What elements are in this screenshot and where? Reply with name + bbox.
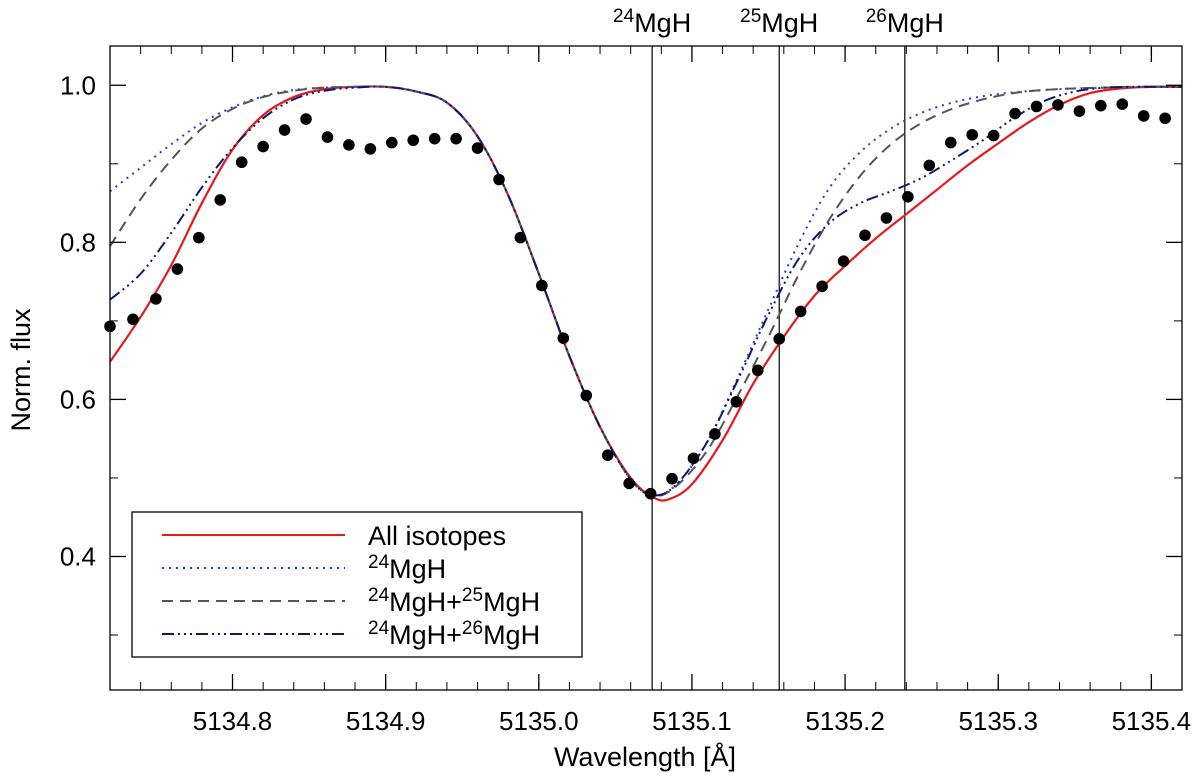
observed-point	[364, 143, 377, 155]
model-series-layer	[109, 85, 1183, 502]
observed-point	[235, 156, 248, 169]
y-tick-label: 0.8	[60, 227, 96, 257]
legend-label-text: MgH	[483, 587, 540, 617]
observed-point	[536, 279, 548, 292]
isotope-label-25: 25MgH	[740, 6, 818, 39]
observed-point	[923, 159, 936, 172]
observed-point	[751, 364, 764, 377]
isotope-lines-layer	[651, 46, 906, 690]
observed-point	[343, 139, 355, 151]
legend-label-text: MgH	[483, 620, 540, 650]
plot-frame-layer	[109, 45, 1183, 691]
observed-point	[407, 134, 420, 147]
isotope-species: MgH	[634, 8, 691, 38]
y-tick-label: 0.4	[60, 541, 96, 571]
legend-label-sup: 25	[462, 585, 483, 606]
series-line-mg24_26	[109, 85, 1183, 497]
observed-point	[428, 132, 441, 145]
observed-point	[1095, 99, 1107, 112]
legend-label-mg24_25: 24MgH+25MgH	[368, 585, 540, 618]
observed-point	[300, 113, 312, 125]
observed-point	[127, 313, 139, 326]
isotope-species: MgH	[761, 8, 818, 38]
y-tick-label: 1.0	[60, 70, 96, 100]
observed-point	[257, 140, 269, 153]
observed-point	[966, 128, 978, 141]
observed-point	[623, 477, 635, 490]
x-tick-label: 5134.9	[346, 706, 426, 736]
observed-point	[580, 389, 593, 402]
observed-point	[644, 487, 657, 500]
y-axis-title: Norm. flux	[6, 308, 36, 432]
series-line-mg24_25	[109, 85, 1183, 498]
series-line-all	[109, 85, 1183, 502]
observed-point	[794, 305, 807, 318]
observed-point	[944, 136, 957, 149]
observed-point	[385, 136, 398, 149]
x-axis-title: Wavelength [Å]	[554, 741, 736, 772]
legend-label-all: All isotopes	[368, 521, 506, 551]
legend-label-sup: 26	[462, 618, 483, 639]
observed-point	[471, 142, 484, 154]
isotope-mass: 25	[740, 6, 761, 27]
observed-point	[450, 132, 462, 145]
isotope-label-26: 26MgH	[866, 6, 944, 39]
observed-point	[859, 229, 871, 242]
observed-point	[514, 231, 527, 244]
x-tick-label: 5135.4	[1112, 706, 1192, 736]
observed-point	[493, 173, 505, 186]
observed-point	[902, 190, 914, 203]
x-tick-label: 5135.2	[805, 706, 885, 736]
observed-point	[1009, 107, 1021, 120]
isotope-mass: 24	[613, 6, 635, 27]
observed-point	[730, 395, 743, 408]
observed-point	[816, 280, 828, 293]
legend-label-sup: 24	[368, 618, 390, 639]
y-tick-label: 0.6	[60, 384, 96, 414]
legend-label-mg24_26: 24MgH+26MgH	[368, 618, 540, 651]
x-tick-label: 5135.1	[652, 706, 732, 736]
observed-point	[193, 231, 205, 244]
isotope-species: MgH	[887, 8, 944, 38]
observed-point	[214, 194, 227, 206]
series-line-mg24	[109, 85, 1183, 497]
isotope-label-24: 24MgH	[613, 6, 691, 39]
observed-point	[773, 333, 786, 345]
observed-point	[1116, 98, 1129, 110]
axis-labels-layer: Wavelength [Å] Norm. flux 24MgH 25MgH 26Mg…	[6, 6, 1191, 773]
observed-point	[837, 255, 850, 267]
legend-label-mg24: 24MgH	[368, 552, 446, 585]
observed-point	[1137, 110, 1150, 122]
x-tick-label: 5134.8	[193, 706, 273, 736]
plot-frame	[109, 45, 1183, 691]
x-tick-label: 5135.0	[499, 706, 579, 736]
legend-label-text: MgH	[389, 554, 446, 584]
observed-point	[1159, 112, 1171, 125]
observed-point	[171, 263, 184, 275]
legend-label-text: All isotopes	[368, 521, 506, 551]
observed-point	[687, 452, 700, 465]
observed-points-layer	[104, 98, 1171, 500]
observed-point	[1030, 100, 1043, 113]
observed-point	[987, 129, 1000, 142]
x-tick-label: 5135.3	[958, 706, 1038, 736]
observed-point	[557, 332, 570, 344]
legend-box	[131, 511, 583, 658]
observed-point	[1073, 105, 1086, 117]
observed-point	[150, 293, 162, 305]
observed-point	[709, 428, 721, 440]
legend-label-text: MgH+	[389, 620, 462, 650]
isotope-mass: 26	[866, 6, 887, 27]
observed-point	[321, 131, 334, 143]
observed-point	[601, 449, 614, 461]
observed-point	[880, 212, 893, 224]
legend-label-sup: 24	[368, 552, 390, 573]
observed-point	[1052, 99, 1064, 111]
legend-label-sup: 24	[368, 585, 390, 606]
legend-label-text: MgH+	[389, 587, 462, 617]
observed-point	[278, 124, 291, 136]
observed-point	[666, 472, 678, 485]
